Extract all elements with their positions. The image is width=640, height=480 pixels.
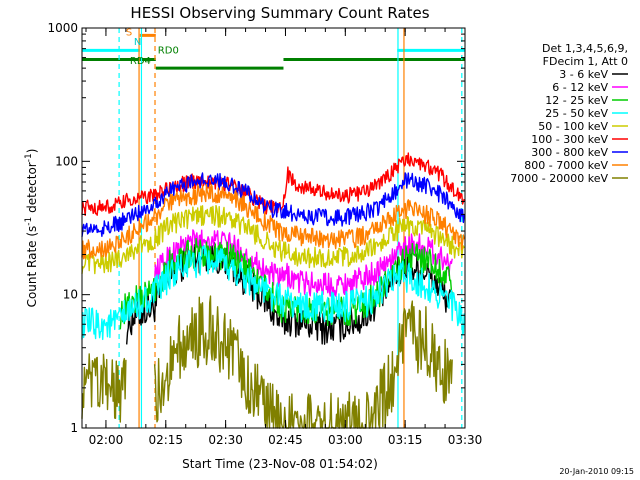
plot-frame — [81, 27, 466, 429]
instrument-flags — [82, 33, 465, 70]
flag-label-1: N — [134, 37, 141, 48]
chart-title: HESSI Observing Summary Count Rates — [130, 4, 429, 22]
axis-ticks: 02:00 02:15 02:30 02:45 03:00 03:15 03:30 1 10 10… — [47, 21, 482, 447]
flag-label-3: RD4 — [130, 56, 151, 67]
y-tick-label-0: 1 — [70, 421, 78, 435]
legend-label-6: 300 - 800 keV — [531, 146, 608, 159]
y-label-mid: detector — [25, 162, 39, 217]
x-tick-label-0: 02:00 — [89, 433, 124, 447]
y-tick-label-2: 100 — [55, 154, 78, 168]
y-tick-label-3: 1000 — [47, 21, 78, 35]
flag-label-2: RD0 — [158, 46, 179, 57]
legend-label-4: 50 - 100 keV — [538, 120, 608, 133]
y-label-main: Count Rate (s — [25, 226, 39, 308]
legend-label-2: 12 - 25 keV — [545, 94, 608, 107]
legend-label-1: 6 - 12 keV — [552, 81, 608, 94]
legend-label-8: 7000 - 20000 keV — [510, 172, 608, 185]
y-tick-label-1: 10 — [63, 288, 78, 302]
y-label-sup1: -1 — [24, 217, 34, 226]
flag-annotations: SN RD0 RD4 — [126, 27, 179, 66]
x-tick-label-6: 03:30 — [448, 433, 483, 447]
timestamp: 20-Jan-2010 09:15 — [559, 467, 634, 476]
x-tick-label-3: 02:45 — [268, 433, 303, 447]
series-line-7 — [81, 183, 465, 260]
legend-label-5: 100 - 300 keV — [531, 133, 608, 146]
y-label-end: ) — [25, 149, 39, 154]
x-tick-label-2: 02:30 — [208, 433, 243, 447]
x-tick-label-5: 03:15 — [388, 433, 423, 447]
series-line-6 — [81, 172, 465, 237]
event-markers — [118, 28, 463, 428]
x-tick-label-4: 03:00 — [328, 433, 363, 447]
series-line-4 — [81, 204, 465, 275]
y-axis-label: Count Rate (s-1 detector-1) — [24, 149, 39, 308]
legend-header-0: Det 1,3,4,5,6,9, — [542, 42, 628, 55]
x-tick-label-1: 02:15 — [148, 433, 183, 447]
series-line-3 — [81, 244, 465, 341]
legend-label-0: 3 - 6 keV — [559, 68, 608, 81]
x-axis-label: Start Time (23-Nov-08 01:54:02) — [182, 457, 378, 471]
legend-label-3: 25 - 50 keV — [545, 107, 608, 120]
flag-label-0: S — [126, 27, 132, 38]
y-label-sup2: -1 — [24, 153, 34, 162]
series-line-5 — [81, 152, 465, 216]
legend: Det 1,3,4,5,6,9,FDecim 1, Att 03 - 6 keV… — [510, 42, 628, 185]
legend-header-1: FDecim 1, Att 0 — [543, 55, 628, 68]
legend-label-7: 800 - 7000 keV — [524, 159, 608, 172]
series-lines — [81, 152, 465, 429]
